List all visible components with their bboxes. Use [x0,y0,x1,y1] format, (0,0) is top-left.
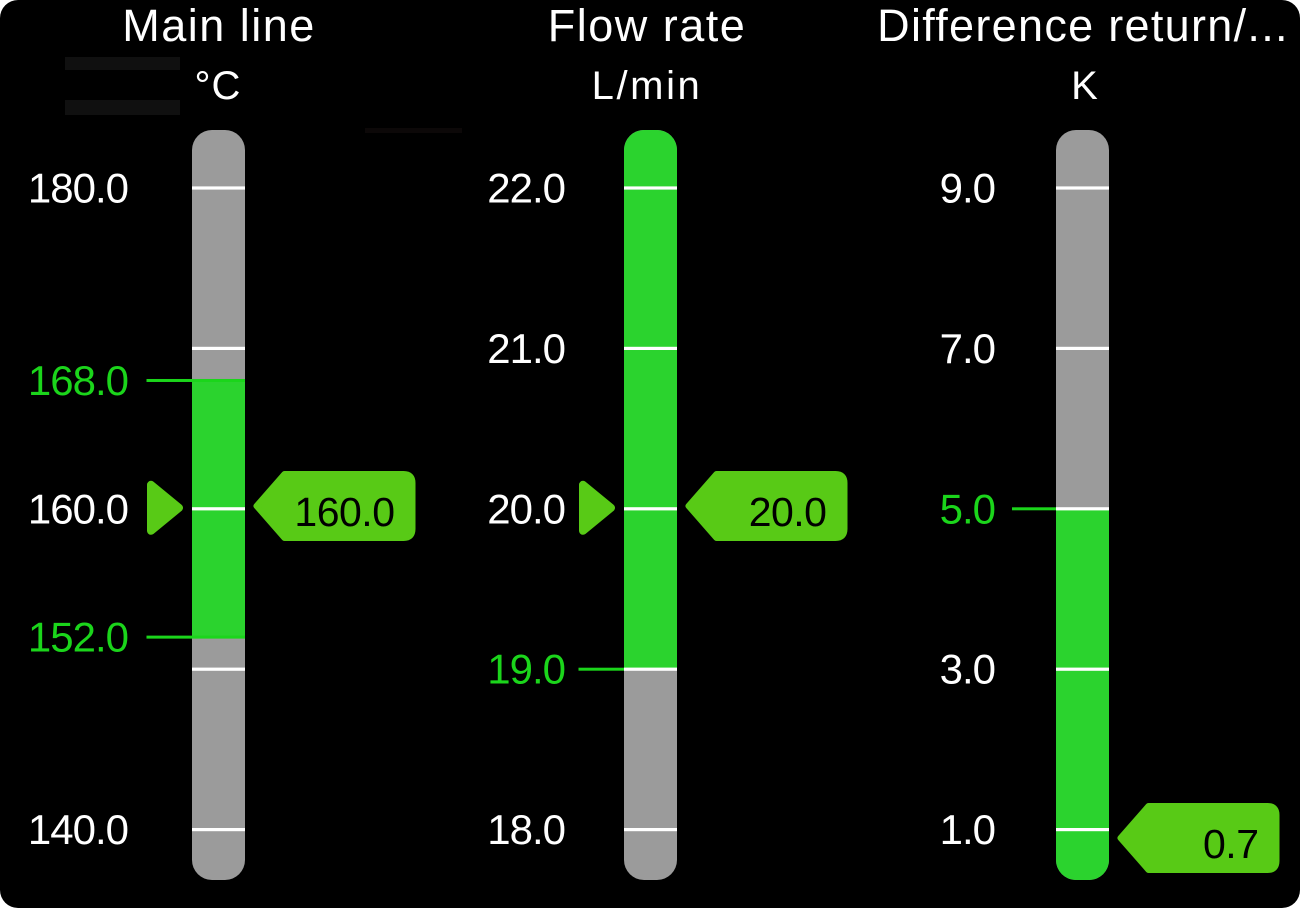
svg-text:20.0: 20.0 [749,489,827,535]
svg-text:5.0: 5.0 [940,485,995,532]
svg-text:0.7: 0.7 [1203,821,1259,867]
svg-text:20.0: 20.0 [487,485,565,532]
svg-text:L/min: L/min [592,64,703,108]
svg-text:Main line: Main line [122,0,316,51]
svg-text:Difference return/...: Difference return/... [877,0,1289,51]
svg-text:Flow rate: Flow rate [548,0,747,51]
svg-text:9.0: 9.0 [940,165,995,212]
svg-text:1.0: 1.0 [940,806,995,853]
svg-text:168.0: 168.0 [28,357,128,404]
svg-text:160.0: 160.0 [28,485,128,532]
svg-text:18.0: 18.0 [487,806,565,853]
svg-text:180.0: 180.0 [28,165,128,212]
svg-text:22.0: 22.0 [487,165,565,212]
svg-text:21.0: 21.0 [487,325,565,372]
svg-text:160.0: 160.0 [294,489,394,535]
svg-text:K: K [1071,64,1099,108]
svg-text:7.0: 7.0 [940,325,995,372]
svg-text:152.0: 152.0 [28,614,128,661]
svg-text:140.0: 140.0 [28,806,128,853]
svg-text:19.0: 19.0 [487,646,565,693]
svg-text:3.0: 3.0 [940,646,995,693]
svg-text:°C: °C [195,64,242,108]
